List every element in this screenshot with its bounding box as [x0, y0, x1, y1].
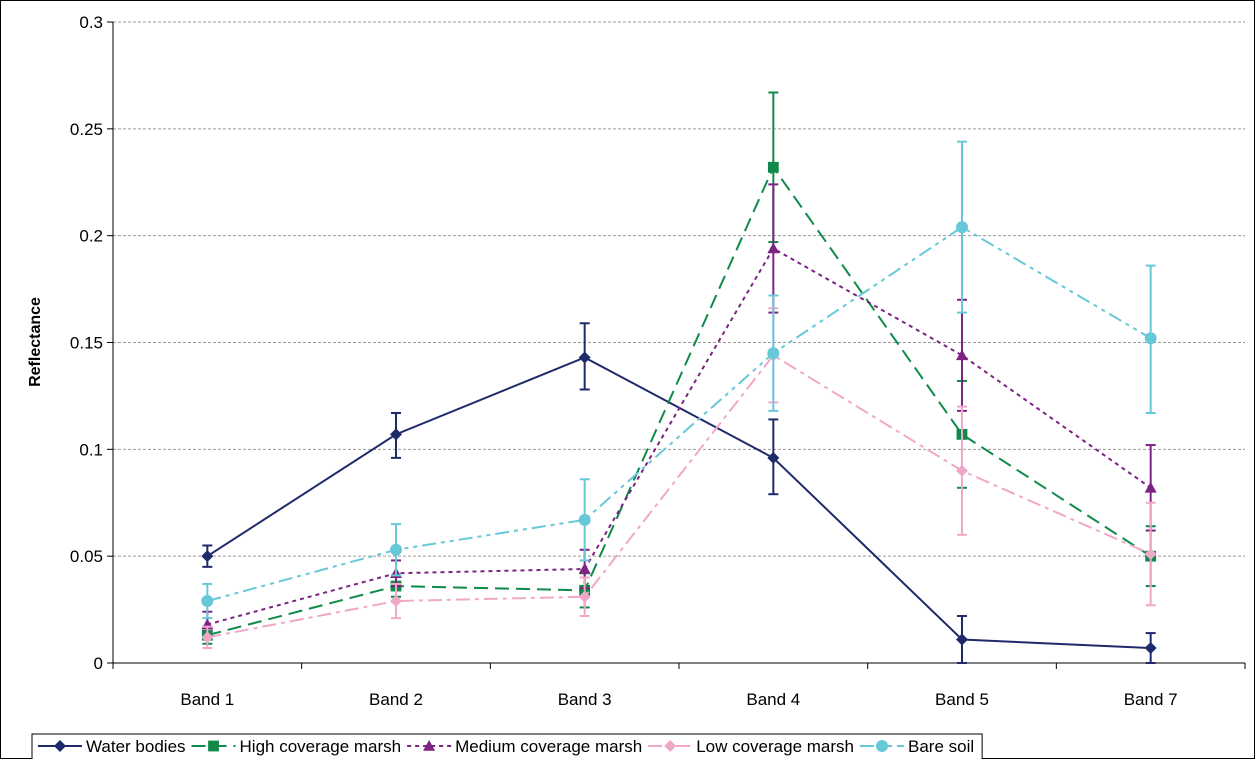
circle-marker [578, 513, 591, 526]
y-axis-label: Reflectance [27, 297, 44, 387]
legend-label: Medium coverage marsh [455, 737, 642, 756]
y-tick-label: 0.3 [79, 13, 103, 32]
x-axis-ticks: Band 1 Band 2 Band 3 Band 4 Band 5 Band 7 [112, 663, 1246, 709]
series-layer [201, 91, 1157, 664]
series-line [207, 247, 1152, 626]
x-tick-label: Band 2 [369, 690, 423, 709]
x-tick-label: Band 1 [180, 690, 234, 709]
legend-item: Water bodies [38, 737, 186, 756]
diamond-marker [956, 633, 968, 646]
series-low-coverage-marsh [201, 307, 1157, 650]
series-line [207, 354, 1152, 639]
legend-label: Low coverage marsh [696, 737, 854, 756]
y-tick-label: 0.05 [70, 547, 103, 566]
y-tick-label: 0.25 [70, 120, 103, 139]
series-bare-soil [201, 140, 1157, 620]
triangle-marker [767, 242, 780, 254]
triangle-marker [423, 740, 436, 751]
y-tick-label: 0.15 [70, 334, 103, 353]
series-line [206, 356, 1151, 650]
y-tick-label: 0.1 [79, 440, 103, 459]
square-marker [208, 740, 219, 752]
diamond-marker [1144, 548, 1157, 561]
diamond-marker [201, 550, 214, 563]
legend-label: Water bodies [86, 737, 186, 756]
y-axis-ticks: 0 0.05 0.1 0.15 0.2 0.25 0.3 [70, 13, 113, 673]
triangle-marker [956, 349, 968, 361]
diamond-marker [390, 428, 402, 441]
diamond-marker [201, 631, 214, 644]
diamond-marker [664, 740, 677, 752]
x-tick-label: Band 4 [746, 690, 800, 709]
legend-label: High coverage marsh [240, 737, 402, 756]
diamond-marker [390, 595, 402, 608]
series-medium-coverage-marsh [201, 183, 1157, 639]
y-tick-label: 0.2 [79, 227, 103, 246]
legend-item: High coverage marsh [191, 737, 402, 756]
triangle-marker [578, 562, 591, 574]
legend-item: Bare soil [860, 737, 974, 756]
legend-box [31, 733, 983, 759]
diamond-marker [1144, 642, 1157, 655]
square-marker [767, 161, 779, 173]
series-line [207, 165, 1152, 637]
legend-label: Bare soil [908, 737, 974, 756]
legend-item: Medium coverage marsh [407, 737, 642, 756]
diamond-marker [578, 590, 591, 603]
diamond-marker [578, 351, 591, 364]
triangle-marker [1144, 481, 1157, 493]
circle-marker [767, 347, 780, 360]
y-tick-label: 0 [94, 654, 103, 673]
diamond-marker [767, 451, 780, 464]
x-tick-label: Band 7 [1124, 690, 1178, 709]
gridlines [113, 21, 1245, 557]
x-tick-label: Band 5 [935, 690, 989, 709]
x-tick-label: Band 3 [558, 690, 612, 709]
diamond-marker [54, 740, 66, 752]
legend-item: Low coverage marsh [648, 737, 854, 756]
circle-marker [1144, 332, 1157, 345]
series-high-coverage-marsh [201, 91, 1157, 645]
circle-marker [390, 543, 402, 556]
circle-marker [956, 221, 968, 234]
circle-marker [876, 740, 888, 752]
diamond-marker [956, 464, 968, 477]
circle-marker [201, 595, 214, 608]
series-line [207, 225, 1152, 603]
legend: Water bodies High coverage marsh Medium co… [31, 733, 983, 759]
